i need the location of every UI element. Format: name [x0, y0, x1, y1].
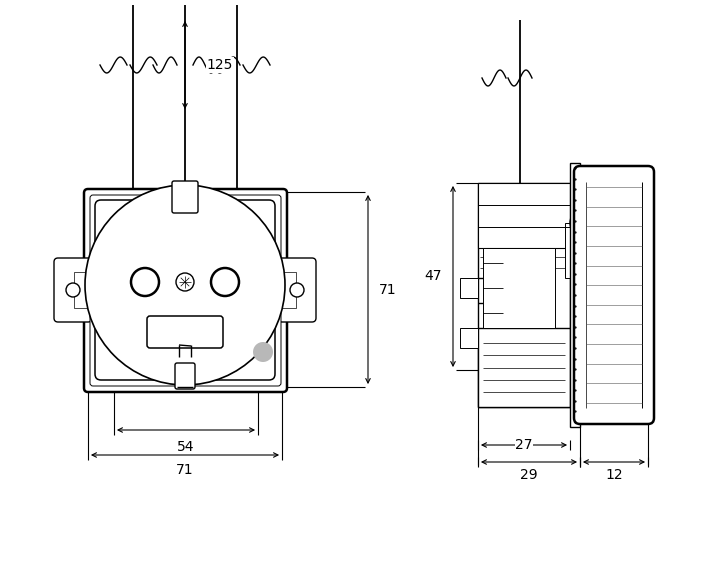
FancyBboxPatch shape: [84, 189, 287, 392]
FancyBboxPatch shape: [90, 195, 281, 386]
Bar: [570, 163, 580, 427]
Text: 125: 125: [207, 58, 234, 72]
FancyBboxPatch shape: [147, 316, 223, 348]
FancyBboxPatch shape: [95, 200, 275, 380]
Bar: [565, 223, 590, 278]
FancyBboxPatch shape: [54, 258, 92, 322]
FancyBboxPatch shape: [282, 272, 296, 308]
FancyBboxPatch shape: [160, 198, 210, 216]
Text: 47: 47: [424, 270, 442, 283]
Circle shape: [131, 268, 159, 296]
Circle shape: [290, 283, 304, 297]
FancyBboxPatch shape: [574, 166, 654, 424]
Bar: [478, 183, 570, 248]
Bar: [483, 248, 555, 328]
FancyBboxPatch shape: [175, 363, 195, 389]
FancyBboxPatch shape: [278, 258, 316, 322]
Text: 29: 29: [520, 468, 538, 482]
Bar: [478, 183, 570, 407]
Bar: [478, 328, 570, 407]
Bar: [460, 278, 478, 298]
Text: 54: 54: [177, 440, 194, 454]
Circle shape: [85, 185, 285, 385]
Text: 27: 27: [515, 438, 533, 452]
FancyBboxPatch shape: [160, 364, 210, 382]
FancyBboxPatch shape: [74, 272, 88, 308]
FancyBboxPatch shape: [172, 181, 198, 213]
Text: 12: 12: [605, 468, 623, 482]
Circle shape: [211, 268, 239, 296]
Text: 71: 71: [379, 283, 397, 296]
Text: 71: 71: [176, 463, 194, 477]
Bar: [460, 328, 478, 348]
Circle shape: [253, 342, 273, 362]
Circle shape: [176, 273, 194, 291]
Circle shape: [66, 283, 80, 297]
